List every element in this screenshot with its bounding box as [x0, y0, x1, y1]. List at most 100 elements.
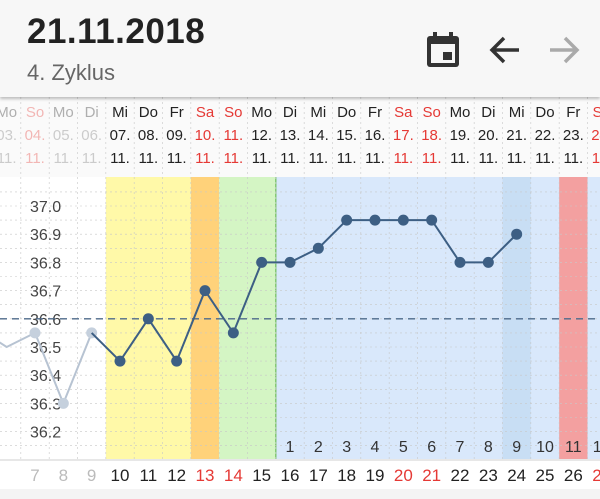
- date-label: 16.: [365, 127, 386, 144]
- y-tick-label: 36.7: [30, 284, 61, 301]
- weekday-label: Sa: [592, 104, 600, 121]
- weekday-label: So: [26, 104, 44, 121]
- date-label: 20.: [478, 127, 499, 144]
- weekday-label: Mi: [509, 104, 525, 121]
- cycle-day-number[interactable]: 23: [479, 466, 498, 485]
- phase-band-peak: [190, 177, 220, 459]
- month-label: 11.: [223, 150, 243, 167]
- month-label: 11.: [252, 150, 272, 167]
- temperature-point[interactable]: [454, 256, 466, 268]
- weekday-label: Mo: [53, 104, 74, 121]
- date-label: 23.: [563, 127, 584, 144]
- weekday-label: Sa: [196, 104, 215, 121]
- cycle-day-number[interactable]: 16: [281, 466, 300, 485]
- temperature-point[interactable]: [171, 355, 183, 367]
- temperature-point[interactable]: [482, 256, 494, 268]
- cycle-subtitle: 4. Zyklus: [27, 60, 116, 85]
- date-label: 13.: [280, 127, 301, 144]
- cycle-day-number[interactable]: 13: [196, 466, 215, 485]
- y-tick-label: 36.8: [30, 255, 61, 272]
- luteal-day-number: 12: [593, 439, 600, 456]
- cycle-day-number[interactable]: 14: [224, 466, 243, 485]
- temperature-point[interactable]: [142, 313, 154, 325]
- luteal-day-number: 1: [286, 439, 295, 456]
- temperature-point[interactable]: [199, 285, 211, 297]
- y-tick-label: 36.5: [30, 340, 61, 357]
- arrow-left-icon: [489, 36, 519, 64]
- month-label: 11.: [53, 150, 73, 167]
- date-label: 24.: [591, 127, 600, 144]
- cycle-day-number[interactable]: 9: [87, 466, 96, 485]
- month-label: 11.: [0, 150, 17, 167]
- date-header-bg: [0, 97, 600, 177]
- temperature-point[interactable]: [227, 327, 239, 339]
- temperature-point[interactable]: [256, 256, 268, 268]
- y-tick-label: 36.6: [30, 312, 61, 329]
- y-tick-label: 36.4: [30, 368, 61, 385]
- cycle-day-number[interactable]: 11: [140, 466, 158, 485]
- selected-day-highlight: [502, 177, 531, 459]
- date-label: 11.: [223, 127, 243, 144]
- date-label: 14.: [308, 127, 329, 144]
- date-label: 22.: [535, 127, 556, 144]
- temperature-point[interactable]: [511, 228, 523, 240]
- cycle-day-number[interactable]: 20: [394, 466, 413, 485]
- weekday-label: Di: [283, 104, 297, 121]
- cycle-day-number[interactable]: 7: [30, 466, 39, 485]
- month-label: 11.: [138, 150, 158, 167]
- cycle-day-number[interactable]: 17: [309, 466, 328, 485]
- cycle-day-number[interactable]: 19: [366, 466, 385, 485]
- cycle-day-number[interactable]: 8: [59, 466, 68, 485]
- previous-cycle-point: [29, 327, 41, 339]
- weekday-label: So: [422, 104, 440, 121]
- luteal-day-number: 4: [371, 439, 380, 456]
- y-tick-label: 36.3: [30, 396, 61, 413]
- temperature-line: [90, 219, 518, 364]
- previous-day-button[interactable]: [485, 30, 525, 70]
- date-label: 21.: [506, 127, 527, 144]
- temperature-point[interactable]: [397, 214, 409, 226]
- luteal-day-number: 6: [427, 439, 436, 456]
- month-label: 11.: [478, 150, 498, 167]
- month-label: 11.: [167, 150, 187, 167]
- cycle-day-number[interactable]: 18: [337, 466, 356, 485]
- date-label: 12.: [251, 127, 272, 144]
- cycle-day-number[interactable]: 21: [422, 466, 441, 485]
- cycle-day-number[interactable]: 10: [111, 466, 130, 485]
- luteal-day-number: 10: [536, 439, 554, 456]
- luteal-day-number: 3: [342, 439, 351, 456]
- calendar-button[interactable]: [423, 30, 463, 70]
- cycle-day-number[interactable]: 12: [167, 466, 186, 485]
- temperature-point[interactable]: [341, 214, 353, 226]
- temperature-point[interactable]: [369, 214, 381, 226]
- date-label: 06.: [81, 127, 102, 144]
- luteal-day-number: 7: [456, 439, 465, 456]
- phase-band-luteal: [275, 177, 600, 459]
- month-label: 11.: [25, 150, 45, 167]
- weekday-label: Mo: [251, 104, 272, 121]
- cycle-day-number[interactable]: 25: [536, 466, 555, 485]
- temperature-point[interactable]: [114, 355, 126, 367]
- date-label: 17.: [393, 127, 414, 144]
- temperature-point[interactable]: [426, 214, 438, 226]
- next-day-button[interactable]: [544, 30, 584, 70]
- month-label: 11.: [82, 150, 102, 167]
- cycle-day-number[interactable]: 15: [252, 466, 271, 485]
- temperature-point[interactable]: [284, 256, 296, 268]
- date-label: 05.: [53, 127, 74, 144]
- month-label: 11.: [280, 150, 300, 167]
- cycle-day-number[interactable]: 22: [451, 466, 470, 485]
- cycle-day-number[interactable]: 26: [564, 466, 583, 485]
- cycle-day-number[interactable]: 24: [507, 466, 526, 485]
- temperature-point[interactable]: [312, 242, 324, 254]
- date-label: 09.: [166, 127, 187, 144]
- cycle-day-number[interactable]: 27: [592, 466, 600, 485]
- month-label: 11.: [422, 150, 442, 167]
- luteal-day-number: 2: [314, 439, 323, 456]
- month-label: 11.: [535, 150, 555, 167]
- weekday-label: Di: [481, 104, 495, 121]
- month-label: 11.: [110, 150, 130, 167]
- weekday-label: Di: [85, 104, 99, 121]
- month-label: 11.: [308, 150, 328, 167]
